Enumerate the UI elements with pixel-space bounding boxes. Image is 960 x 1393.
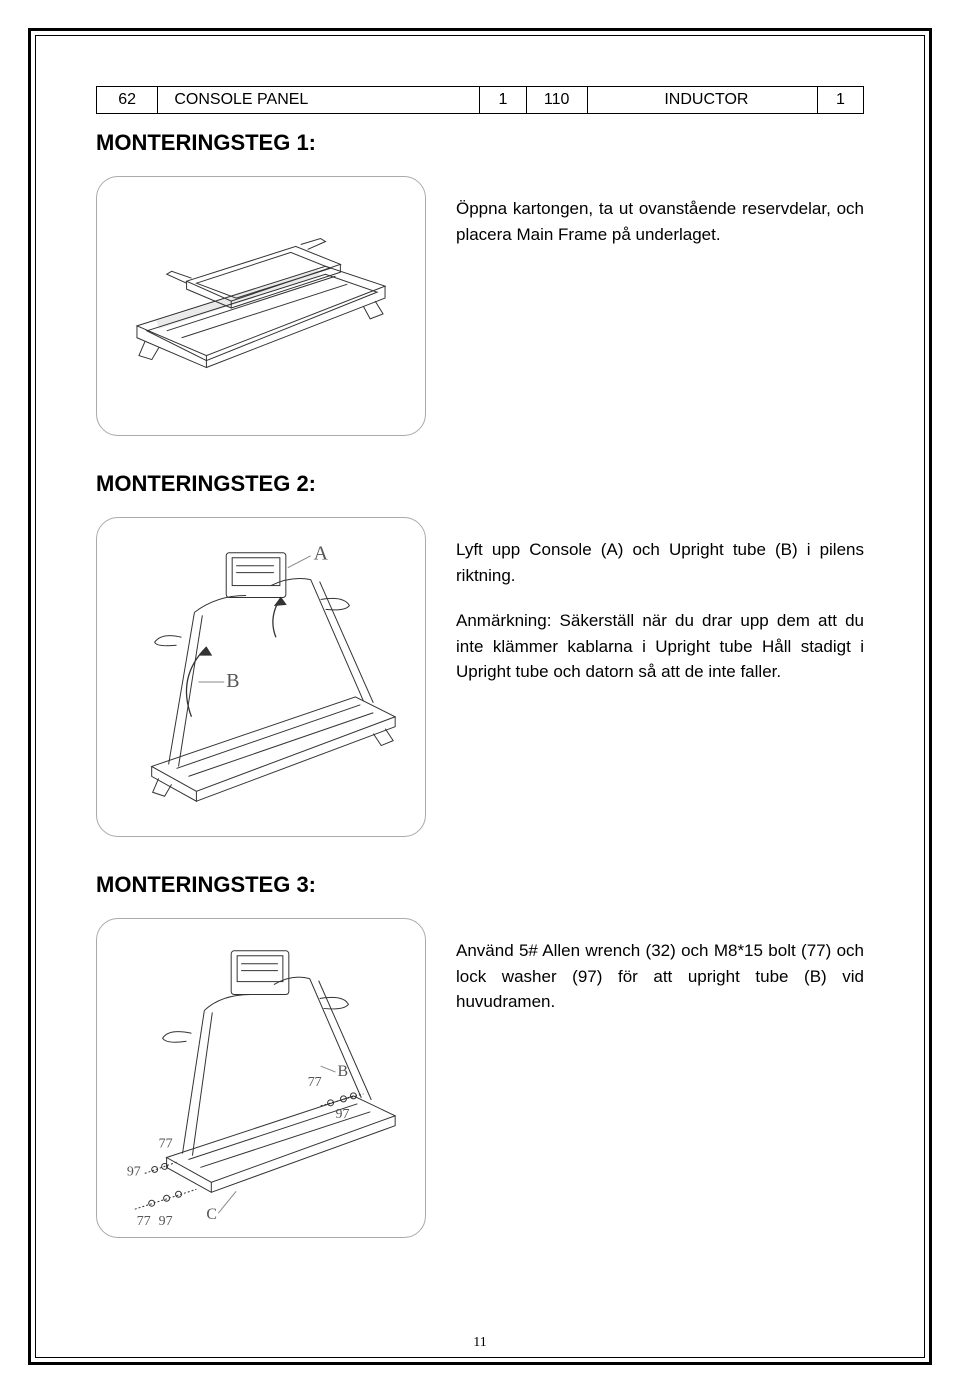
step1-heading: MONTERINGSTEG 1: xyxy=(96,130,864,156)
step2-text: Lyft upp Console (A) och Upright tube (B… xyxy=(456,517,864,705)
cell-name: INDUCTOR xyxy=(587,87,817,114)
step1-paragraph: Öppna kartongen, ta ut ovanstående reser… xyxy=(456,196,864,247)
table-row: 62 CONSOLE PANEL 1 110 INDUCTOR 1 xyxy=(97,87,864,114)
step2-paragraph1: Lyft upp Console (A) och Upright tube (B… xyxy=(456,537,864,588)
svg-text:97: 97 xyxy=(159,1214,173,1229)
frame-inner: 62 CONSOLE PANEL 1 110 INDUCTOR 1 MONTER… xyxy=(35,35,925,1358)
svg-text:B: B xyxy=(338,1063,349,1080)
step2-block: A B Lyft upp Console (A) och Upright tub… xyxy=(96,517,864,837)
page-number: 11 xyxy=(473,1335,486,1351)
step2-heading: MONTERINGSTEG 2: xyxy=(96,471,864,497)
svg-text:97: 97 xyxy=(336,1107,350,1122)
svg-text:77: 77 xyxy=(137,1214,151,1229)
frame-outer: 62 CONSOLE PANEL 1 110 INDUCTOR 1 MONTER… xyxy=(28,28,932,1365)
cell-num: 62 xyxy=(97,87,158,114)
parts-table: 62 CONSOLE PANEL 1 110 INDUCTOR 1 xyxy=(96,86,864,114)
svg-text:B: B xyxy=(226,670,239,692)
cell-num: 110 xyxy=(526,87,587,114)
svg-text:A: A xyxy=(314,543,329,565)
step3-paragraph: Använd 5# Allen wrench (32) och M8*15 bo… xyxy=(456,938,864,1015)
cell-name: CONSOLE PANEL xyxy=(158,87,480,114)
page: 62 CONSOLE PANEL 1 110 INDUCTOR 1 MONTER… xyxy=(0,0,960,1393)
svg-text:C: C xyxy=(206,1206,217,1223)
cell-qty: 1 xyxy=(817,87,863,114)
step3-heading: MONTERINGSTEG 3: xyxy=(96,872,864,898)
step1-text: Öppna kartongen, ta ut ovanstående reser… xyxy=(456,176,864,267)
step2-paragraph2: Anmärkning: Säkerställ när du drar upp d… xyxy=(456,608,864,685)
svg-text:77: 77 xyxy=(159,1137,173,1152)
step2-image: A B xyxy=(96,517,426,837)
cell-qty: 1 xyxy=(480,87,526,114)
step1-block: Öppna kartongen, ta ut ovanstående reser… xyxy=(96,176,864,436)
svg-text:97: 97 xyxy=(127,1164,141,1179)
step3-block: 77 97 77 97 xyxy=(96,918,864,1238)
svg-text:77: 77 xyxy=(308,1075,322,1090)
step1-image xyxy=(96,176,426,436)
step3-text: Använd 5# Allen wrench (32) och M8*15 bo… xyxy=(456,918,864,1035)
step3-image: 77 97 77 97 xyxy=(96,918,426,1238)
